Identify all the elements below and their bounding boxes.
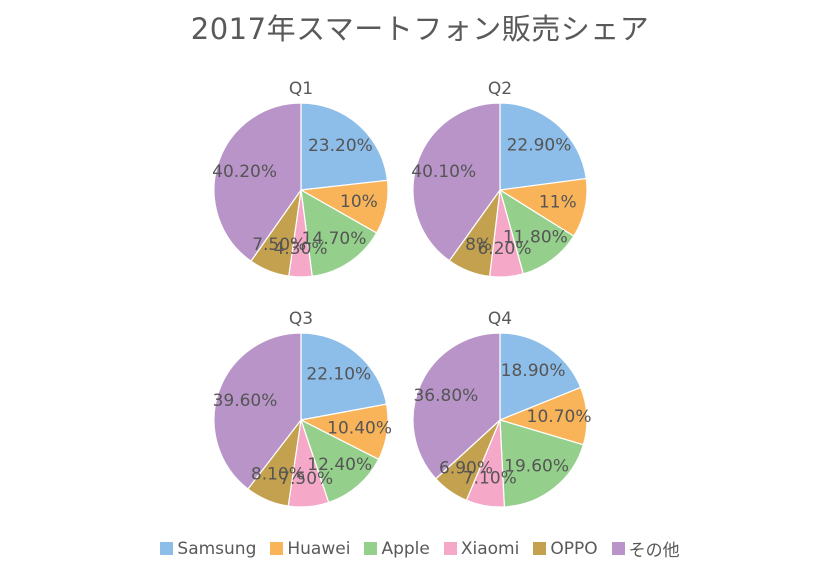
data-label: 7.50% (252, 235, 306, 255)
pie-q4: 18.90% 10.70% 19.60%7.10%6.90% 36.80% Q4 (412, 309, 592, 508)
pie-q3: 22.10% 10.40% 12.40%7.50%8.10% 39.60% Q3 (213, 309, 392, 508)
data-label: 10% (340, 192, 378, 212)
chart-title: 2017年スマートフォン販売シェア (190, 12, 650, 46)
pie-title: Q3 (289, 309, 313, 329)
legend-label: Xiaomi (460, 538, 520, 559)
pie-slice-samsung (300, 102, 389, 191)
pie-labels: 22.90% 11% 11.80%6.20%8% 40.10% (411, 136, 576, 260)
legend-swatch (611, 542, 625, 555)
legend-label: Samsung (177, 538, 257, 559)
legend-label: OPPO (550, 538, 598, 559)
legend-item: OPPO (533, 538, 598, 559)
data-label: 40.10% (411, 162, 476, 182)
pie-slice-samsung (300, 332, 388, 421)
data-label: 18.90% (501, 361, 566, 381)
data-label: 8.10% (251, 465, 305, 485)
legend-swatch (270, 542, 284, 555)
data-label: 22.90% (507, 136, 572, 156)
data-label: 6.90% (439, 458, 493, 478)
legend-item: Samsung (160, 539, 256, 559)
pie-q1: 23.20% 10% 14.70%4.30%7.50% 40.20% Q1 (212, 79, 389, 278)
legend-label: Apple (381, 538, 430, 559)
pie-labels: 23.20% 10% 14.70%4.30%7.50% 40.20% (212, 136, 378, 259)
data-label: 22.10% (306, 365, 371, 385)
pie-slice-apple (499, 188, 575, 275)
data-label: 14.70% (302, 229, 367, 249)
data-label: 10.40% (327, 418, 392, 438)
legend-label: その他 (628, 541, 680, 561)
legend-swatch (160, 542, 174, 555)
data-label: 7.10% (463, 468, 517, 488)
pie-labels: 22.10% 10.40% 12.40%7.50%8.10% 39.60% (213, 365, 392, 489)
legend-swatch (443, 542, 457, 555)
pie-slice-その他 (412, 102, 501, 262)
legend-item: Apple (364, 538, 430, 559)
data-label: 36.80% (413, 386, 478, 406)
pie-title: Q1 (289, 79, 313, 99)
pie-slice-apple (299, 418, 380, 504)
data-label: 7.50% (279, 469, 333, 489)
pie-slice-その他 (412, 332, 501, 480)
data-label: 6.20% (477, 239, 531, 259)
pie-title: Q2 (488, 79, 512, 99)
legend-swatch (533, 542, 547, 555)
data-label: 39.60% (213, 391, 278, 411)
pie-slice-apple (499, 419, 585, 508)
data-label: 11.80% (503, 227, 568, 247)
legend: Samsung Huawei Apple Xiaomi OPPO その他 (0, 536, 840, 561)
data-label: 40.20% (212, 162, 277, 182)
pie-title: Q4 (488, 309, 512, 329)
data-label: 19.60% (504, 457, 569, 477)
legend-item: Huawei (270, 539, 350, 559)
legend-swatch (364, 542, 378, 555)
data-label: 23.20% (308, 136, 373, 156)
pie-slice-samsung (499, 332, 582, 421)
pie-slice-apple (300, 188, 378, 277)
legend-item: その他 (611, 536, 680, 561)
pie-slice-samsung (499, 102, 587, 191)
legend-label: Huawei (287, 538, 351, 559)
pie-q2: 22.90% 11% 11.80%6.20%8% 40.10% Q2 (411, 79, 588, 278)
pie-slice-その他 (213, 102, 302, 262)
data-label: 11% (539, 193, 577, 213)
data-label: 10.70% (527, 407, 592, 427)
pie-labels: 18.90% 10.70% 19.60%7.10%6.90% 36.80% (413, 361, 591, 488)
data-label: 12.40% (307, 455, 372, 475)
legend-item: Xiaomi (443, 538, 520, 559)
pie-slice-その他 (213, 332, 302, 490)
data-label: 8% (465, 235, 492, 255)
data-label: 4.30% (274, 239, 328, 259)
